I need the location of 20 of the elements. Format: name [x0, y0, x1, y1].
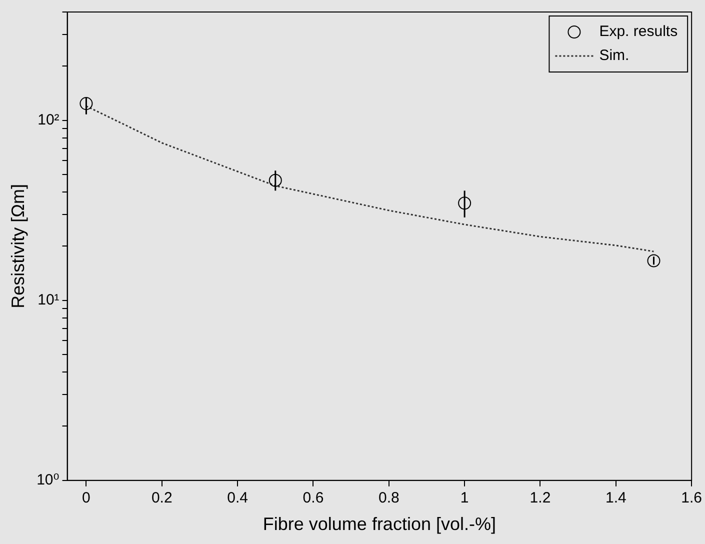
x-tick-label: 1.2: [530, 490, 551, 507]
x-tick-label: 0.2: [151, 490, 172, 507]
y-tick-label: 10²: [38, 112, 60, 129]
point: [80, 97, 93, 110]
x-axis-title: Fibre volume fraction [vol.-%]: [262, 514, 496, 534]
x-tick-label: 0: [82, 490, 90, 507]
x-tick-label: 1.4: [605, 490, 626, 507]
y-tick-label: 10⁰: [36, 472, 60, 489]
x-tick-label: 0.4: [227, 490, 248, 507]
x-tick-label: 1.6: [681, 490, 702, 507]
x-tick-label: 1: [460, 490, 469, 507]
y-axis-title: Resistivity [Ωm]: [8, 184, 28, 308]
point: [647, 254, 660, 268]
legend-label: Exp. results: [599, 23, 678, 40]
point: [268, 174, 282, 187]
x-tick-label: 0.8: [378, 490, 400, 507]
point: [458, 196, 472, 210]
x-tick-label: 0.6: [302, 490, 324, 507]
y-tick-label: 10¹: [38, 292, 60, 309]
legend-label: Sim.: [599, 47, 630, 64]
